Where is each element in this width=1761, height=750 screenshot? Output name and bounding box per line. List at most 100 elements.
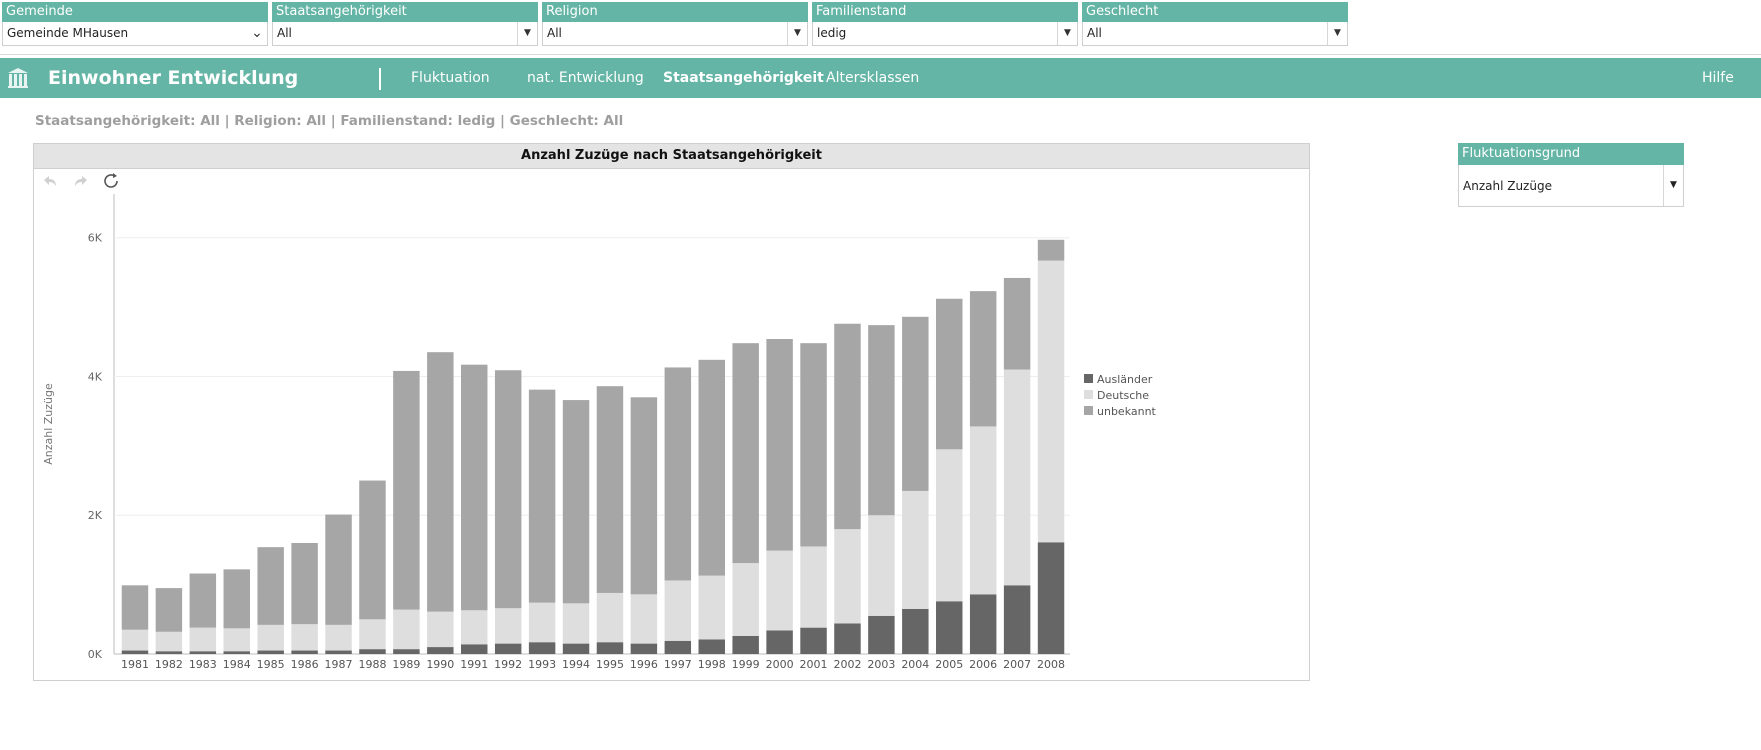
staatsangehoerigkeit-select[interactable]: All ▼ [272,22,538,46]
bar-segment [698,575,725,640]
bar-segment [223,628,250,652]
redo-icon[interactable] [71,172,91,190]
fluktuationsgrund-widget: Fluktuationsgrund Anzahl Zuzüge ▼ [1458,143,1684,207]
legend-swatch [1084,406,1093,415]
tab-altersklassen[interactable]: Altersklassen [826,70,920,86]
gemeinde-select[interactable]: Gemeinde MHausen ⌄ [2,22,268,46]
bar-segment [528,642,556,654]
bar-segment [461,364,488,611]
x-tick-label: 2007 [1003,658,1031,671]
religion-select[interactable]: All ▼ [542,22,808,46]
x-tick-label: 2008 [1037,658,1065,671]
geschlecht-select[interactable]: All ▼ [1082,22,1348,46]
bar-segment [834,323,861,530]
bar-segment [223,569,250,629]
y-axis-title: Anzahl Zuzüge [42,383,55,465]
bar-segment [766,339,793,551]
x-tick-label: 1996 [630,658,658,671]
x-tick-label: 1992 [494,658,522,671]
bar-segment [936,298,963,450]
bar-segment [732,343,759,564]
bar-segment [562,643,590,654]
x-tick-label: 1987 [325,658,353,671]
filter-label: Religion [542,2,808,22]
bar-segment [969,291,997,427]
select-value: All [277,26,292,40]
bar-segment [902,608,929,654]
chevron-down-icon[interactable]: ▼ [517,22,537,45]
bar-segment [291,650,318,654]
header-divider [379,68,381,90]
x-tick-label: 1989 [392,658,420,671]
bar-segment [121,629,149,651]
x-tick-label: 1995 [596,658,624,671]
fluktuationsgrund-select[interactable]: Anzahl Zuzüge ▼ [1458,165,1684,207]
x-tick-label: 2003 [867,658,895,671]
y-tick-label: 6K [88,232,103,245]
bar-segment [189,627,217,652]
legend-swatch [1084,374,1093,383]
refresh-icon[interactable] [102,172,122,190]
bar-segment [1003,277,1031,370]
bar-segment [291,624,318,651]
tab-nat-entwicklung[interactable]: nat. Entwicklung [527,70,644,86]
chart-toolbar [40,172,128,190]
chevron-down-icon[interactable]: ▼ [1663,165,1683,206]
bar-segment [698,639,725,654]
bar-segment [902,316,929,491]
bar-segment [325,514,352,625]
bar-segment [1003,369,1031,586]
bar-segment [461,610,488,645]
chevron-down-icon[interactable]: ▼ [1057,22,1077,45]
undo-icon[interactable] [40,172,60,190]
bar-segment [257,650,284,654]
bar-segment [562,603,590,644]
bar-segment [393,649,420,654]
bar-segment [630,397,658,595]
x-tick-label: 2006 [969,658,997,671]
bar-segment [121,585,149,630]
bar-segment [969,594,997,654]
filter-label: Gemeinde [2,2,268,22]
y-tick-label: 4K [88,370,103,383]
bar-segment [291,542,318,625]
chevron-down-icon[interactable]: ▼ [787,22,807,45]
bar-segment [664,580,692,641]
bar-segment [393,370,420,610]
x-tick-label: 1997 [664,658,692,671]
chevron-down-icon[interactable]: ⌄ [251,25,263,41]
legend-label: unbekannt [1097,405,1157,418]
x-tick-label: 1983 [189,658,217,671]
y-tick-label: 2K [88,509,103,522]
legend-label: Ausländer [1097,373,1153,386]
bar-segment [902,490,929,609]
bar-segment [494,370,522,609]
filter-label: Familienstand [812,2,1078,22]
x-tick-label: 2002 [833,658,861,671]
select-value: All [1087,26,1102,40]
x-tick-label: 1998 [698,658,726,671]
filter-gemeinde: Gemeinde Gemeinde MHausen ⌄ [2,2,268,46]
bar-segment [732,635,759,654]
filter-geschlecht: Geschlecht All ▼ [1082,2,1348,46]
bar-segment [596,386,624,593]
bar-segment [868,325,895,516]
tab-staatsangehoerigkeit[interactable]: Staatsangehörigkeit [663,70,824,86]
chevron-down-icon[interactable]: ▼ [1327,22,1347,45]
filter-label: Geschlecht [1082,2,1348,22]
select-value: ledig [817,26,847,40]
x-tick-label: 2001 [800,658,828,671]
bar-segment [155,651,183,654]
familienstand-select[interactable]: ledig ▼ [812,22,1078,46]
help-link[interactable]: Hilfe [1702,70,1734,86]
x-tick-label: 1981 [121,658,149,671]
tab-fluktuation[interactable]: Fluktuation [411,70,490,86]
y-tick-label: 0K [88,648,103,661]
bar-segment [630,594,658,644]
bar-segment [1037,260,1065,543]
app-title: Einwohner Entwicklung [48,67,299,89]
bar-segment [325,624,352,651]
filter-religion: Religion All ▼ [542,2,808,46]
bar-segment [698,359,725,576]
widget-label: Fluktuationsgrund [1458,143,1684,165]
